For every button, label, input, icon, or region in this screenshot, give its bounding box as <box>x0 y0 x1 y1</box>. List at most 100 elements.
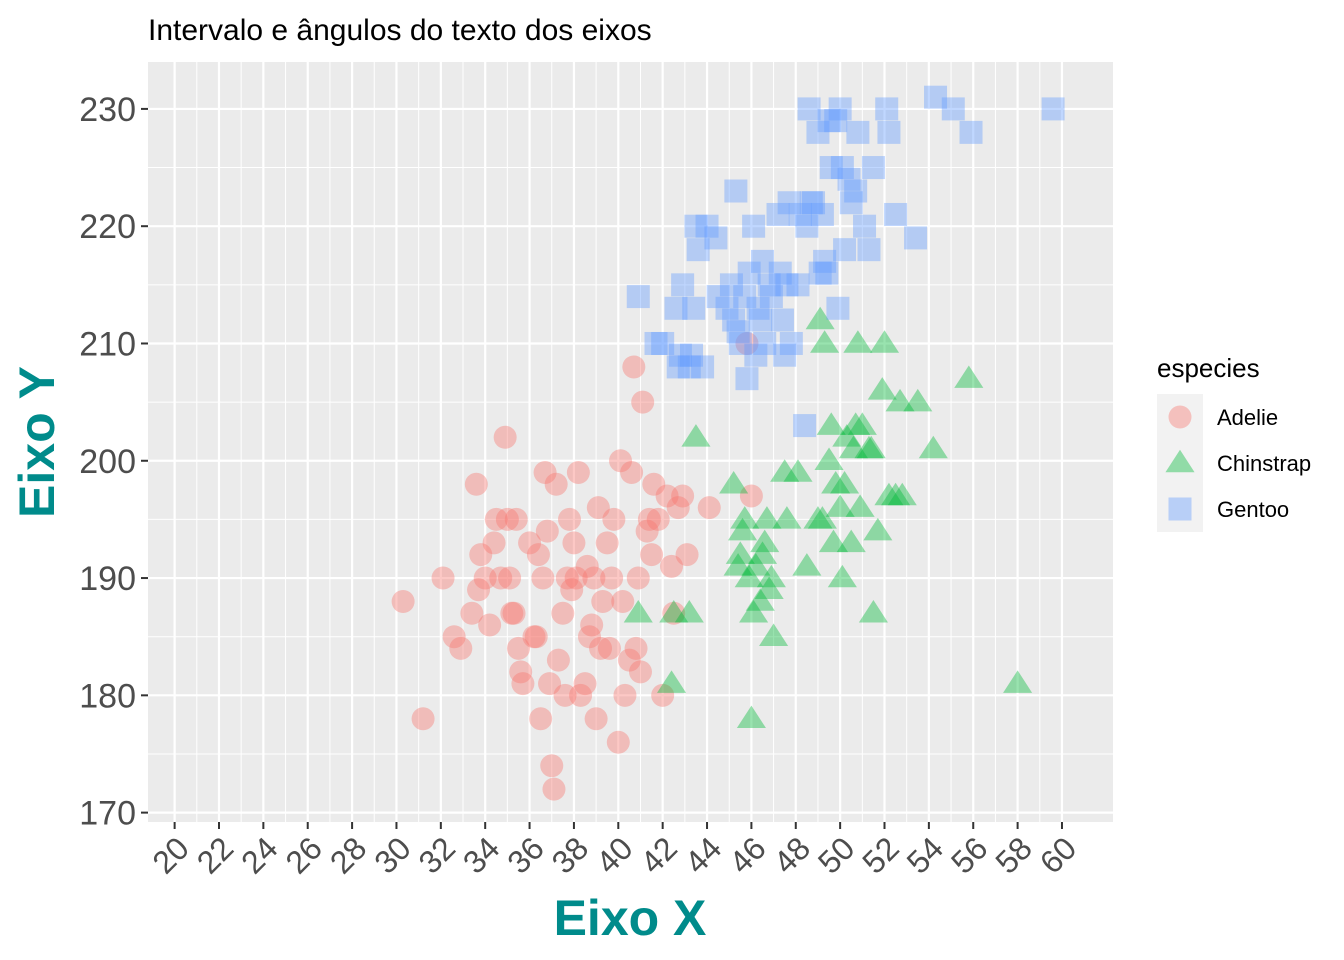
data-point-chinstrap <box>623 600 653 623</box>
data-point-gentoo <box>1041 97 1065 121</box>
data-point-adelie <box>533 460 557 484</box>
data-point-chinstrap <box>803 506 833 529</box>
data-point-chinstrap <box>745 588 775 611</box>
data-point-gentoo <box>715 296 739 320</box>
x-tick-label: 34 <box>456 830 507 881</box>
data-point-chinstrap <box>838 435 868 459</box>
data-point-adelie <box>582 566 606 590</box>
data-point-gentoo <box>793 414 817 438</box>
data-point-chinstrap <box>918 435 948 459</box>
x-tick-label: 32 <box>412 830 463 881</box>
legend-label: Adelie <box>1217 405 1278 430</box>
x-tick-label: 38 <box>545 830 596 881</box>
data-point-adelie <box>560 578 584 602</box>
data-point-chinstrap <box>854 435 884 459</box>
data-point-gentoo <box>924 85 948 109</box>
data-point-gentoo <box>748 308 772 332</box>
data-point-gentoo <box>680 343 704 367</box>
data-point-gentoo <box>706 285 730 309</box>
legend-symbol-chinstrap <box>1165 449 1195 473</box>
data-point-chinstrap <box>734 564 764 588</box>
data-point-adelie <box>651 683 675 707</box>
data-point-gentoo <box>733 285 757 309</box>
data-point-gentoo <box>844 179 868 203</box>
x-tick-label: 52 <box>855 830 906 881</box>
data-point-chinstrap <box>681 424 711 447</box>
data-point-chinstrap <box>739 600 769 623</box>
data-point-adelie <box>611 590 635 614</box>
data-point-chinstrap <box>816 412 846 435</box>
data-point-chinstrap <box>754 576 784 600</box>
data-point-chinstrap <box>741 553 771 576</box>
data-point-gentoo <box>753 331 777 355</box>
data-point-chinstrap <box>727 517 758 541</box>
data-point-adelie <box>498 566 522 590</box>
data-point-gentoo <box>684 214 708 238</box>
legend-label: Chinstrap <box>1217 451 1311 476</box>
data-point-chinstrap <box>903 388 933 412</box>
data-point-adelie <box>609 449 633 473</box>
data-point-chinstrap <box>836 529 866 553</box>
data-point-gentoo <box>724 179 748 203</box>
data-point-gentoo <box>795 214 819 238</box>
data-point-adelie <box>662 601 686 625</box>
data-point-adelie <box>526 543 550 567</box>
legend-key <box>1157 394 1203 440</box>
data-point-adelie <box>522 625 546 649</box>
data-point-adelie <box>506 636 530 660</box>
data-point-chinstrap <box>830 470 860 494</box>
data-point-gentoo <box>770 308 794 332</box>
data-point-adelie <box>562 531 586 555</box>
data-point-adelie <box>546 648 570 672</box>
data-point-gentoo <box>808 261 832 285</box>
data-point-gentoo <box>797 97 821 121</box>
data-point-adelie <box>637 507 661 531</box>
x-tick-label: 44 <box>678 830 729 881</box>
data-point-gentoo <box>682 296 706 320</box>
data-point-gentoo <box>815 261 839 285</box>
data-point-adelie <box>569 683 593 707</box>
y-tick-label: 200 <box>79 443 136 481</box>
data-point-gentoo <box>744 343 768 367</box>
data-point-gentoo <box>728 331 752 355</box>
data-point-gentoo <box>904 226 928 250</box>
data-point-gentoo <box>651 331 675 355</box>
data-point-chinstrap <box>827 564 857 588</box>
data-point-gentoo <box>941 97 965 121</box>
data-point-gentoo <box>817 109 841 133</box>
data-point-adelie <box>500 601 524 625</box>
data-point-adelie <box>624 636 648 660</box>
data-point-adelie <box>509 660 533 684</box>
x-tick-label: 50 <box>811 830 862 881</box>
legend-symbol-gentoo <box>1168 497 1192 521</box>
data-point-chinstrap <box>725 541 755 564</box>
data-point-gentoo <box>788 202 812 226</box>
data-point-adelie <box>697 496 721 520</box>
major-grid <box>148 62 1113 822</box>
chart-title: Intervalo e ângulos do texto dos eixos <box>148 14 652 47</box>
data-point-gentoo <box>875 97 899 121</box>
data-point-adelie <box>511 672 535 696</box>
data-point-adelie <box>564 566 588 590</box>
x-tick-label: 46 <box>722 830 773 881</box>
legend-key <box>1157 440 1203 486</box>
x-tick-label: 42 <box>633 830 684 881</box>
data-point-adelie <box>580 613 604 637</box>
data-point-adelie <box>660 554 684 578</box>
data-point-chinstrap <box>847 412 877 435</box>
data-point-gentoo <box>737 261 761 285</box>
data-point-adelie <box>391 590 415 614</box>
data-point-adelie <box>495 507 519 531</box>
data-point-adelie <box>739 484 763 508</box>
data-point-chinstrap <box>656 670 687 693</box>
data-point-adelie <box>597 636 621 660</box>
data-point-gentoo <box>759 285 783 309</box>
data-point-adelie <box>735 331 759 355</box>
data-point-adelie <box>469 543 493 567</box>
data-point-adelie <box>557 507 581 531</box>
data-point-chinstrap <box>723 553 753 576</box>
y-tick-label: 180 <box>79 677 136 715</box>
data-point-gentoo <box>719 273 743 297</box>
data-point-gentoo <box>810 202 834 226</box>
data-point-chinstrap <box>856 435 886 459</box>
